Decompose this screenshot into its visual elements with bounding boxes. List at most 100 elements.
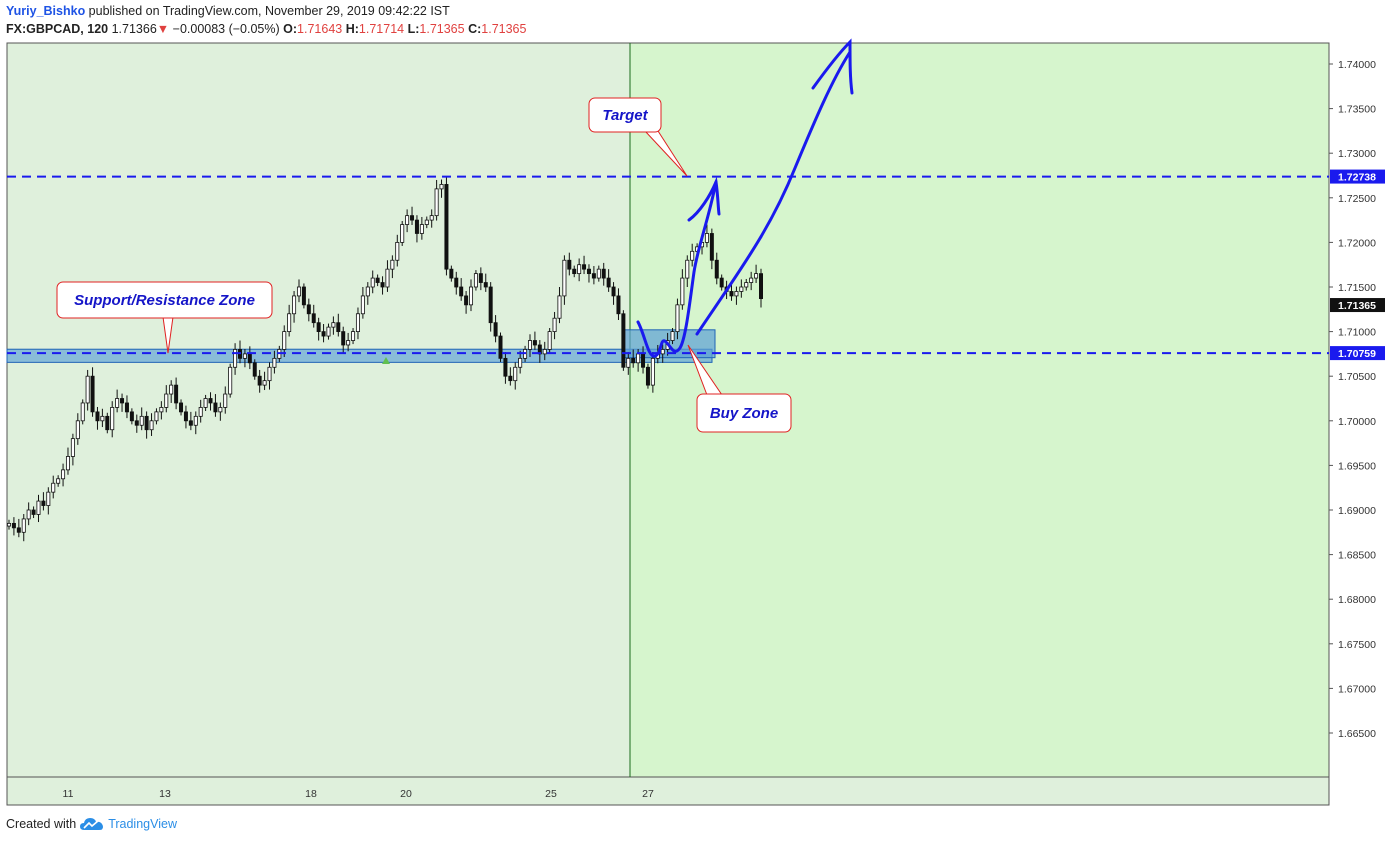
close-label: C: [468,22,482,36]
candle [650,352,655,393]
candle-body-down [444,184,449,270]
candle [518,350,523,374]
candle-body-down [759,273,764,299]
candle [591,266,596,285]
candle [198,399,203,423]
candle-body-up [542,349,547,355]
candle-body-up [473,273,478,288]
candle-body-down [375,277,380,283]
candle [174,377,179,410]
candle [159,401,164,420]
candle-body-down [41,500,46,506]
candle-body-down [213,402,218,413]
candle-body-up [149,420,154,431]
candle [390,255,395,279]
candle [434,179,439,221]
candle-body-down [582,264,587,270]
candle [193,411,198,435]
candle [513,362,518,390]
candle-body-down [410,215,415,221]
candle-body-up [292,295,297,315]
candle-body-down [380,282,385,288]
candle-body-up [21,518,26,533]
y-tick-label: 1.69500 [1338,460,1376,472]
candle [360,287,365,319]
candle-body-down [188,420,193,426]
candle-body-down [321,331,326,337]
candle-body-down [621,313,626,368]
candle-body-down [341,331,346,346]
candle-body-down [174,384,179,404]
candle [179,399,184,416]
candle-body-down [90,375,95,413]
candle [454,271,459,295]
candle-body-up [557,295,562,319]
candle-body-up [434,188,439,217]
candle [370,270,375,294]
candle [611,282,616,305]
candle-body-up [577,264,582,275]
buy-zone-label-box [696,393,792,433]
y-tick-label: 1.70000 [1338,416,1376,428]
candle-body-down [488,286,493,324]
created-with-text: Created with [6,817,77,831]
candle-body-up [739,286,744,292]
candle-body-up [100,415,105,422]
zigzag-arrow-head [687,176,721,222]
target-level-price-tag [1330,169,1385,184]
x-tick-label: 27 [642,788,654,800]
candle [75,413,80,445]
candle [577,258,582,282]
symbol-name[interactable]: FX:GBPCAD, 120 [6,22,109,36]
y-tick-label: 1.74000 [1338,59,1376,71]
candle [385,260,390,292]
candle [601,262,606,286]
candle-body-up [242,353,247,359]
candle-body-up [110,407,115,431]
candle-body-up [400,224,405,243]
candle-body-up [70,438,75,457]
candle-body-up [513,366,518,382]
candle [606,269,611,292]
big-up-arrow-line [695,50,852,336]
candle [704,224,709,248]
candle [346,332,351,352]
last-price: 1.71366 [111,22,157,36]
published-text: published on TradingView.com, November 2… [85,4,450,18]
candle [301,283,306,309]
candle-body-down [183,411,188,422]
candle [282,325,287,358]
candle [51,475,56,499]
target-label-callout: Target [588,97,688,177]
candle-body-up [385,268,390,288]
tradingview-link[interactable]: TradingView [108,817,177,831]
candle [144,411,149,439]
support-level-price-label: 1.70759 [1338,348,1376,360]
candle [120,393,125,412]
candle [257,369,262,393]
candle-body-down [16,527,21,533]
candle [203,394,208,411]
candle [405,209,410,233]
candle [586,264,591,283]
candle-body-up [734,291,739,297]
candle-body-down [586,268,591,275]
candle-body-up [80,402,85,422]
high-label: H: [345,22,359,36]
candle-body-down [483,282,488,288]
candle [739,279,744,298]
y-tick-label: 1.72500 [1338,193,1376,205]
down-arrow-icon: ▼ [156,22,170,36]
candle [233,343,238,375]
author-link[interactable]: Yuriy_Bishko [6,4,86,18]
candle-body-up [690,250,695,261]
candle-body-down [478,273,483,283]
candle [105,412,110,434]
low-label: L: [407,22,420,36]
candle-body-down [306,304,311,315]
candle-body-down [498,335,503,359]
candle [213,394,218,417]
candle [139,407,144,431]
candle [11,517,16,536]
